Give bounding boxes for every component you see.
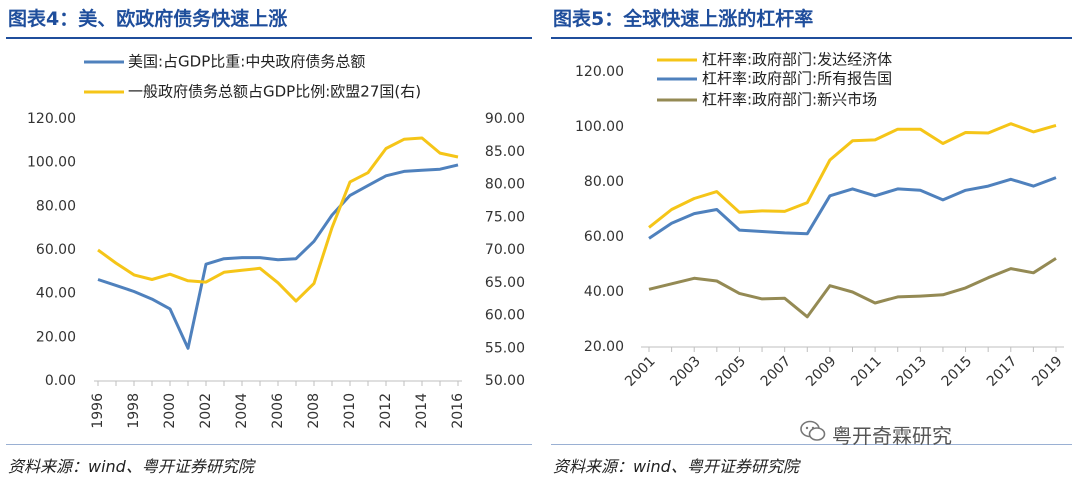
x-tick-label: 2014 <box>414 393 430 429</box>
series-line-3 <box>648 257 1057 319</box>
x-tick-label: 2005 <box>713 353 750 390</box>
title-underline <box>551 37 1072 39</box>
y-right-tick-label: 60.00 <box>485 308 525 324</box>
legend-label: 美国:占GDP比重:中央政府债务总额 <box>128 53 365 71</box>
x-tick-label: 2011 <box>848 353 885 390</box>
y-left-tick-label: 120.00 <box>27 111 76 127</box>
x-tick-label: 2013 <box>893 353 930 390</box>
x-tick-label: 2000 <box>162 393 178 429</box>
y-right-tick-label: 65.00 <box>485 275 525 291</box>
y-left-tick-label: 100.00 <box>27 155 76 171</box>
x-tick-label: 2004 <box>234 393 250 429</box>
series-line-1 <box>97 163 459 350</box>
y-right-tick-label: 80.00 <box>485 177 525 193</box>
x-tick-label: 2008 <box>306 393 322 429</box>
legend-label: 一般政府债务总额占GDP比例:欧盟27国(右) <box>128 83 421 101</box>
y-tick-label: 80.00 <box>584 174 624 190</box>
watermark: 粤开奇霖研究 <box>832 424 952 448</box>
x-tick-label: 2009 <box>803 353 840 390</box>
series-line-2 <box>97 136 459 303</box>
y-left-tick-label: 20.00 <box>36 329 76 345</box>
x-tick-label: 2007 <box>758 353 795 390</box>
chart-title: 图表4：美、欧政府债务快速上涨 <box>8 8 288 30</box>
y-right-tick-label: 70.00 <box>485 242 525 258</box>
y-right-tick-label: 90.00 <box>485 111 525 127</box>
y-left-tick-label: 60.00 <box>36 242 76 258</box>
y-tick-label: 60.00 <box>584 229 624 245</box>
title-underline <box>6 37 532 39</box>
x-tick-label: 2019 <box>1029 353 1066 390</box>
y-tick-label: 120.00 <box>575 64 624 80</box>
x-tick-label: 2002 <box>198 393 214 429</box>
y-right-tick-label: 50.00 <box>485 373 525 389</box>
wechat-icon <box>800 420 826 441</box>
x-tick-label: 2017 <box>984 353 1021 390</box>
right-panel: 图表5：全球快速上涨的杠杆率 2001 2003 2005 2007 2009 2011 2… <box>545 0 1080 485</box>
legend-label: 杠杆率:政府部门:所有报告国 <box>702 70 892 88</box>
x-tick-label: 2016 <box>450 393 466 429</box>
left-chart: 1996 1998 2000 2002 2004 2006 2008 2010 2012 2014… <box>27 53 525 429</box>
y-tick-label: 40.00 <box>584 284 624 300</box>
source-note: 资料来源：wind、粤开证券研究院 <box>8 457 254 476</box>
source-note: 资料来源：wind、粤开证券研究院 <box>553 457 799 476</box>
x-tick-label: 1996 <box>90 393 106 429</box>
x-tick-label: 2001 <box>622 353 659 390</box>
x-tick-label: 2003 <box>667 353 704 390</box>
y-left-tick-label: 80.00 <box>36 198 76 214</box>
x-tick-label: 2015 <box>939 353 976 390</box>
x-tick-label: 2006 <box>270 393 286 429</box>
right-chart: 2001 2003 2005 2007 2009 2011 2013 2015 2017 2019… <box>575 51 1066 390</box>
y-left-tick-label: 0.00 <box>45 373 76 389</box>
source-divider <box>551 444 1072 445</box>
series-line-2 <box>648 176 1057 240</box>
x-tick-label: 1998 <box>126 393 142 429</box>
source-divider <box>6 444 532 445</box>
x-tick-label: 2010 <box>342 393 358 429</box>
series-line-1 <box>648 122 1057 229</box>
legend-label: 杠杆率:政府部门:发达经济体 <box>702 51 892 69</box>
y-left-tick-label: 40.00 <box>36 286 76 302</box>
left-panel: 图表4：美、欧政府债务快速上涨 1996 1998 2000 2002 2004 2006… <box>6 8 532 476</box>
y-tick-label: 20.00 <box>584 339 624 355</box>
legend-label: 杠杆率:政府部门:新兴市场 <box>702 91 877 109</box>
y-right-tick-label: 75.00 <box>485 209 525 225</box>
y-right-tick-label: 85.00 <box>485 144 525 160</box>
y-right-tick-label: 55.00 <box>485 340 525 356</box>
y-tick-label: 100.00 <box>575 119 624 135</box>
chart-title: 图表5：全球快速上涨的杠杆率 <box>553 8 814 30</box>
x-tick-label: 2012 <box>378 393 394 429</box>
